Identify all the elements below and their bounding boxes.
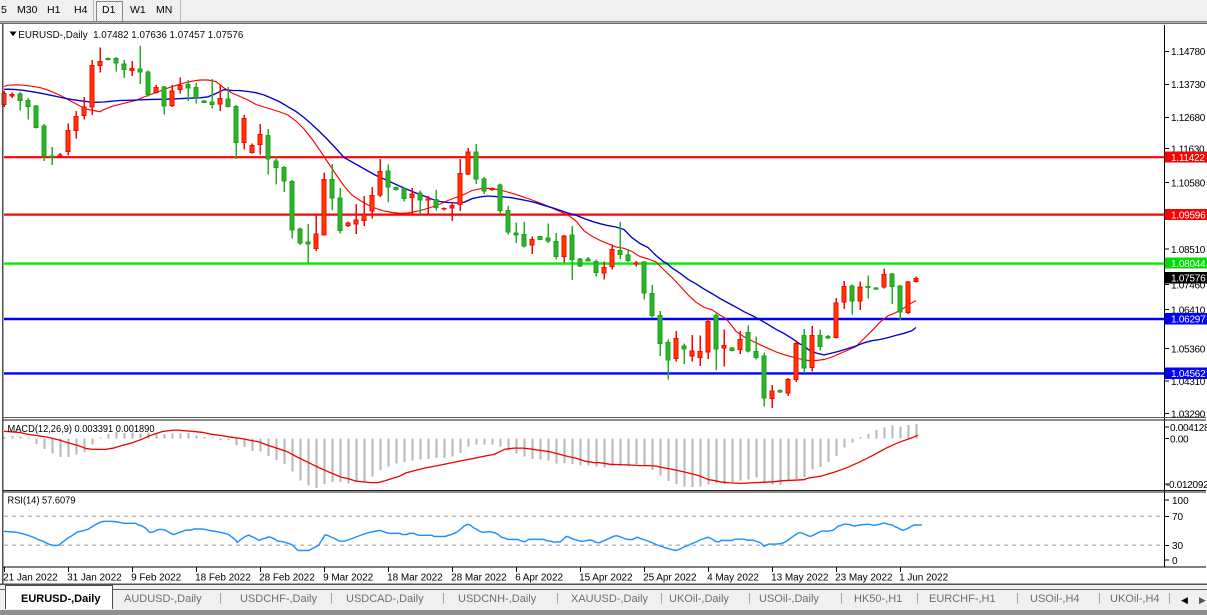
- svg-text:31 Jan 2022: 31 Jan 2022: [67, 573, 122, 584]
- svg-text:1.08044: 1.08044: [1171, 259, 1206, 270]
- svg-text:21 Jan 2022: 21 Jan 2022: [3, 573, 58, 584]
- svg-text:1.06410: 1.06410: [1171, 305, 1206, 316]
- svg-text:28 Mar 2022: 28 Mar 2022: [451, 573, 507, 584]
- svg-text:1.14780: 1.14780: [1171, 47, 1206, 58]
- svg-text:1 Jun 2022: 1 Jun 2022: [899, 573, 948, 584]
- svg-text:1.04310: 1.04310: [1171, 377, 1206, 388]
- svg-text:0.00: 0.00: [1170, 434, 1189, 445]
- svg-text:1.11422: 1.11422: [1171, 153, 1205, 164]
- svg-text:1.11630: 1.11630: [1171, 144, 1205, 155]
- svg-text:9 Feb 2022: 9 Feb 2022: [131, 573, 182, 584]
- svg-text:EURUSD-,Daily 1.07482 1.07636: EURUSD-,Daily 1.07482 1.07636 1.07457 1.…: [18, 29, 243, 41]
- svg-text:18 Mar 2022: 18 Mar 2022: [387, 573, 443, 584]
- svg-text:25 Apr 2022: 25 Apr 2022: [643, 573, 697, 584]
- svg-text:1.07460: 1.07460: [1171, 280, 1206, 291]
- svg-text:RSI(14) 57.6079: RSI(14) 57.6079: [8, 496, 76, 507]
- svg-text:1.05360: 1.05360: [1171, 345, 1206, 356]
- svg-text:70: 70: [1172, 512, 1184, 523]
- svg-text:13 May 2022: 13 May 2022: [771, 573, 829, 584]
- svg-text:6 Apr 2022: 6 Apr 2022: [515, 573, 563, 584]
- svg-text:9 Mar 2022: 9 Mar 2022: [323, 573, 374, 584]
- svg-text:1.06297: 1.06297: [1171, 315, 1206, 326]
- svg-text:1.13730: 1.13730: [1171, 80, 1206, 91]
- svg-text:1.12680: 1.12680: [1171, 113, 1206, 124]
- svg-text:15 Apr 2022: 15 Apr 2022: [579, 573, 633, 584]
- svg-text:18 Feb 2022: 18 Feb 2022: [195, 573, 251, 584]
- svg-text:MACD(12,26,9) 0.003391 0.00189: MACD(12,26,9) 0.003391 0.001890: [8, 424, 155, 435]
- svg-text:1.07576: 1.07576: [1171, 274, 1206, 285]
- svg-text:100: 100: [1172, 496, 1189, 507]
- svg-text:1.10580: 1.10580: [1171, 178, 1206, 189]
- svg-text:1.08510: 1.08510: [1171, 245, 1206, 256]
- svg-text:1.04562: 1.04562: [1171, 369, 1206, 380]
- svg-text:28 Feb 2022: 28 Feb 2022: [259, 573, 315, 584]
- svg-text:23 May 2022: 23 May 2022: [835, 573, 893, 584]
- svg-text:30: 30: [1172, 541, 1184, 552]
- svg-text:0: 0: [1172, 556, 1178, 567]
- svg-text:1.09596: 1.09596: [1171, 211, 1206, 222]
- svg-text:-0.012092: -0.012092: [1166, 480, 1207, 491]
- svg-text:4 May 2022: 4 May 2022: [707, 573, 759, 584]
- svg-text:1.03290: 1.03290: [1171, 410, 1206, 421]
- svg-text:0.004128: 0.004128: [1170, 423, 1207, 434]
